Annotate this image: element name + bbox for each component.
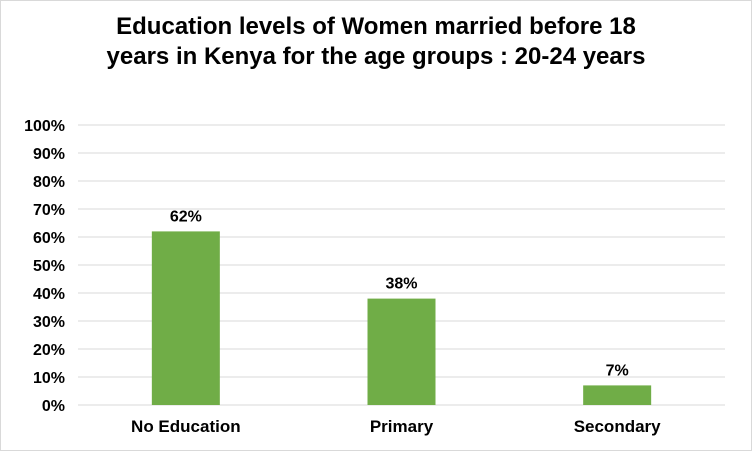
x-tick-label: Primary	[370, 417, 434, 436]
y-tick-label: 80%	[33, 174, 65, 191]
x-tick-label: No Education	[131, 417, 241, 436]
y-tick-label: 0%	[42, 398, 65, 415]
bar	[151, 231, 220, 405]
y-tick-label: 90%	[33, 146, 65, 163]
y-tick-label: 50%	[33, 258, 65, 275]
y-tick-label: 100%	[24, 118, 65, 135]
y-tick-label: 30%	[33, 314, 65, 331]
chart-title-line-2: years in Kenya for the age groups : 20-2…	[106, 43, 646, 70]
x-axis-tick-labels: No Education Primary Secondary	[131, 417, 661, 436]
y-tick-label: 20%	[33, 342, 65, 359]
data-label: 62%	[170, 208, 202, 225]
x-tick-label: Secondary	[574, 417, 661, 436]
data-label: 7%	[606, 362, 629, 379]
data-labels: 62% 38% 7%	[170, 208, 629, 379]
y-tick-label: 60%	[33, 230, 65, 247]
chart-title: Education levels of Women married before…	[0, 12, 752, 72]
bar	[583, 385, 652, 405]
y-axis-tick-labels: 0% 10% 20% 30% 40% 50% 60% 70% 80% 90% 100%	[24, 118, 65, 415]
bar	[367, 298, 436, 405]
data-label: 38%	[385, 276, 417, 293]
y-tick-label: 10%	[33, 370, 65, 387]
y-tick-label: 40%	[33, 286, 65, 303]
bars	[151, 231, 652, 405]
chart-title-line-1: Education levels of Women married before…	[116, 13, 636, 40]
y-tick-label: 70%	[33, 202, 65, 219]
